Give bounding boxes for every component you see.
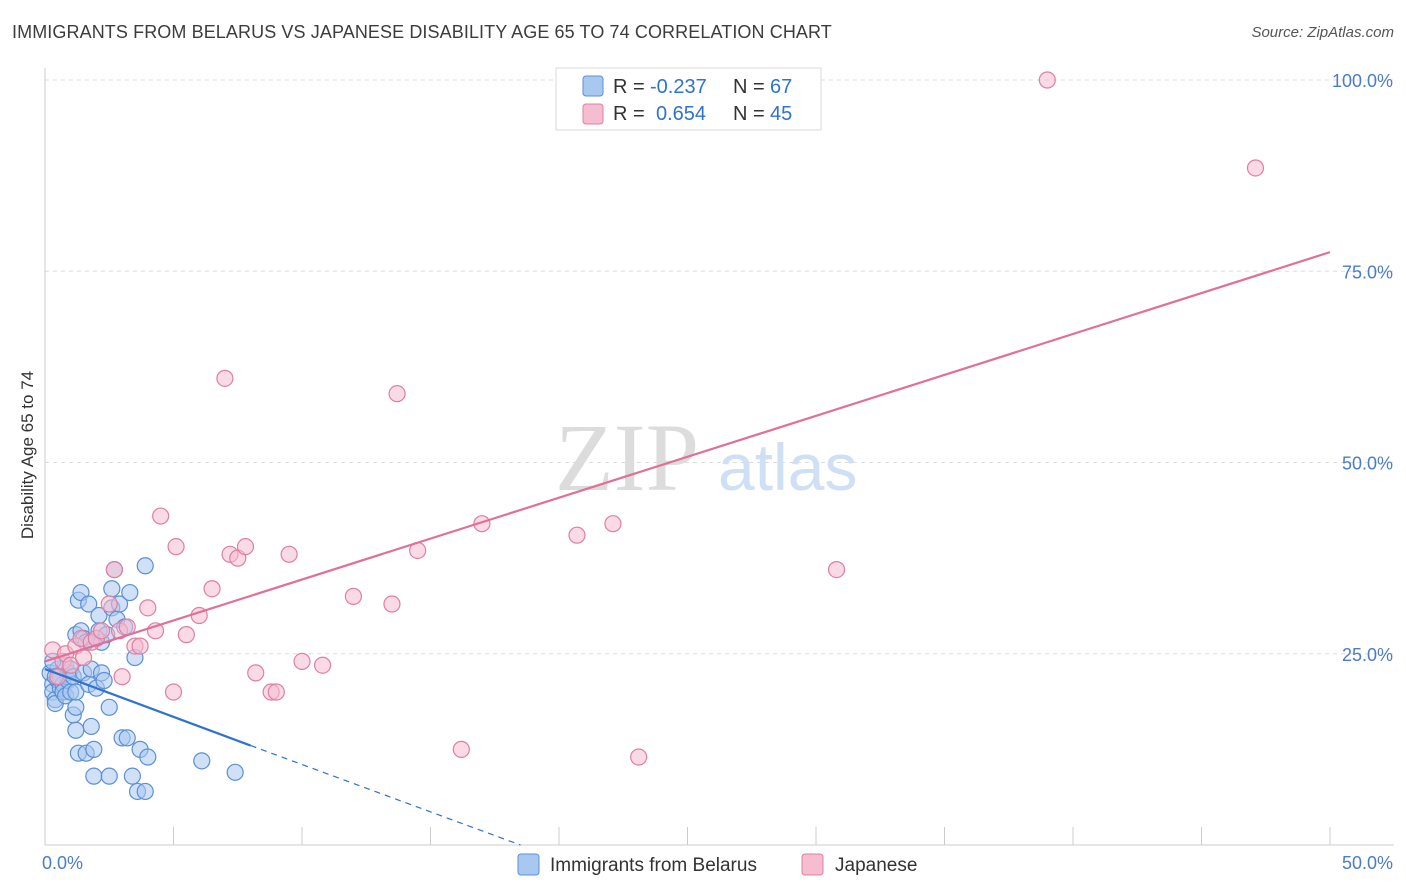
japanese-point-32 (267, 683, 285, 701)
belarus-point-62 (136, 557, 154, 575)
japanese-point-34 (293, 652, 311, 671)
y-tick-label-0: 25.0% (1342, 645, 1393, 665)
x-tick-label-1: 50.0% (1342, 853, 1393, 873)
japanese-point-12 (105, 560, 123, 579)
y-tick-label-2: 75.0% (1342, 262, 1393, 282)
japanese-point-42 (568, 526, 586, 544)
japanese-point-40 (452, 740, 470, 758)
belarus-point-60 (136, 782, 154, 801)
japanese-point-23 (177, 626, 195, 644)
belarus-point-46 (100, 767, 118, 785)
belarus-point-19 (67, 698, 85, 716)
source-label: Source: ZipAtlas.com (1251, 24, 1394, 41)
japanese-point-44 (630, 748, 648, 766)
japanese-point-17 (131, 637, 149, 655)
watermark-atlas: atlas (718, 430, 857, 504)
belarus-point-47 (103, 580, 121, 598)
japanese-point-33 (280, 545, 298, 563)
belarus-point-43 (95, 671, 113, 690)
trend-lines (44, 251, 1331, 846)
japanese-point-45 (827, 560, 846, 579)
x-tick-label-0: 0.0% (42, 853, 83, 873)
japanese-point-46 (1038, 71, 1056, 89)
axes (44, 68, 1394, 846)
japanese-point-18 (139, 599, 157, 617)
legend-n-label-1: N = (733, 76, 765, 98)
trend-line-belarus (44, 668, 251, 747)
japanese-point-29 (236, 538, 255, 556)
correlation-legend: R = -0.237 N = 67 R = 0.654 N = 45 (555, 67, 822, 131)
japanese-point-38 (388, 385, 406, 403)
legend-r-label-1: R = (613, 76, 645, 98)
belarus-point-45 (100, 698, 118, 716)
belarus-point-55 (121, 583, 139, 602)
series-legend-label-belarus: Immigrants from Belarus (550, 855, 757, 876)
japanese-point-10 (92, 622, 111, 640)
watermark: ZIP atlas (555, 404, 857, 511)
japanese-point-21 (164, 683, 183, 701)
japanese-point-22 (167, 538, 185, 556)
belarus-point-32 (80, 595, 98, 613)
series-legend: Immigrants from Belarus Japanese (517, 853, 917, 876)
belarus-point-63 (193, 752, 211, 770)
series-legend-swatch-belarus (517, 853, 540, 876)
japanese-point-14 (113, 668, 131, 686)
belarus-point-36 (85, 767, 103, 785)
legend-n-value-japanese: 45 (770, 103, 792, 125)
japanese-point-35 (313, 656, 332, 674)
japanese-point-36 (344, 587, 362, 605)
series-legend-label-japanese: Japanese (835, 855, 917, 876)
japanese-point-25 (203, 580, 221, 598)
trend-line-japanese (44, 251, 1331, 663)
chart-title: IMMIGRANTS FROM BELARUS VS JAPANESE DISA… (12, 22, 832, 42)
y-axis-label: Disability Age 65 to 74 (18, 371, 37, 539)
japanese-point-11 (100, 595, 118, 613)
belarus-point-20 (67, 721, 85, 739)
tick-labels: 25.0% 50.0% 75.0% 100.0% 0.0% 50.0% (42, 71, 1393, 873)
y-tick-label-1: 50.0% (1342, 454, 1393, 474)
legend-r-value-belarus: -0.237 (650, 76, 707, 98)
legend-swatch-belarus (582, 75, 604, 97)
japanese-point-47 (1246, 159, 1265, 177)
belarus-point-61 (139, 748, 157, 766)
y-tick-label-3: 100.0% (1332, 71, 1393, 91)
belarus-point-64 (226, 763, 244, 781)
belarus-point-54 (118, 729, 136, 747)
legend-r-value-japanese: 0.654 (656, 103, 706, 125)
trend-line-belarus-extension (250, 744, 521, 846)
series-legend-swatch-japanese (801, 853, 824, 876)
japanese-point-43 (604, 515, 622, 533)
watermark-zip: ZIP (555, 404, 699, 511)
legend-n-value-belarus: 67 (770, 76, 792, 98)
legend-r-label-2: R = (613, 103, 645, 125)
belarus-point-34 (82, 717, 100, 736)
legend-n-label-2: N = (733, 103, 765, 125)
belarus-point-56 (123, 767, 141, 785)
belarus-point-21 (67, 683, 85, 701)
belarus-point-35 (85, 740, 103, 758)
japanese-point-30 (247, 664, 265, 682)
japanese-point-26 (216, 369, 234, 387)
japanese-point-37 (383, 595, 401, 613)
legend-swatch-japanese (582, 103, 604, 125)
japanese-point-4 (62, 656, 80, 674)
japanese-point-20 (152, 507, 170, 525)
gridlines (45, 79, 1394, 655)
